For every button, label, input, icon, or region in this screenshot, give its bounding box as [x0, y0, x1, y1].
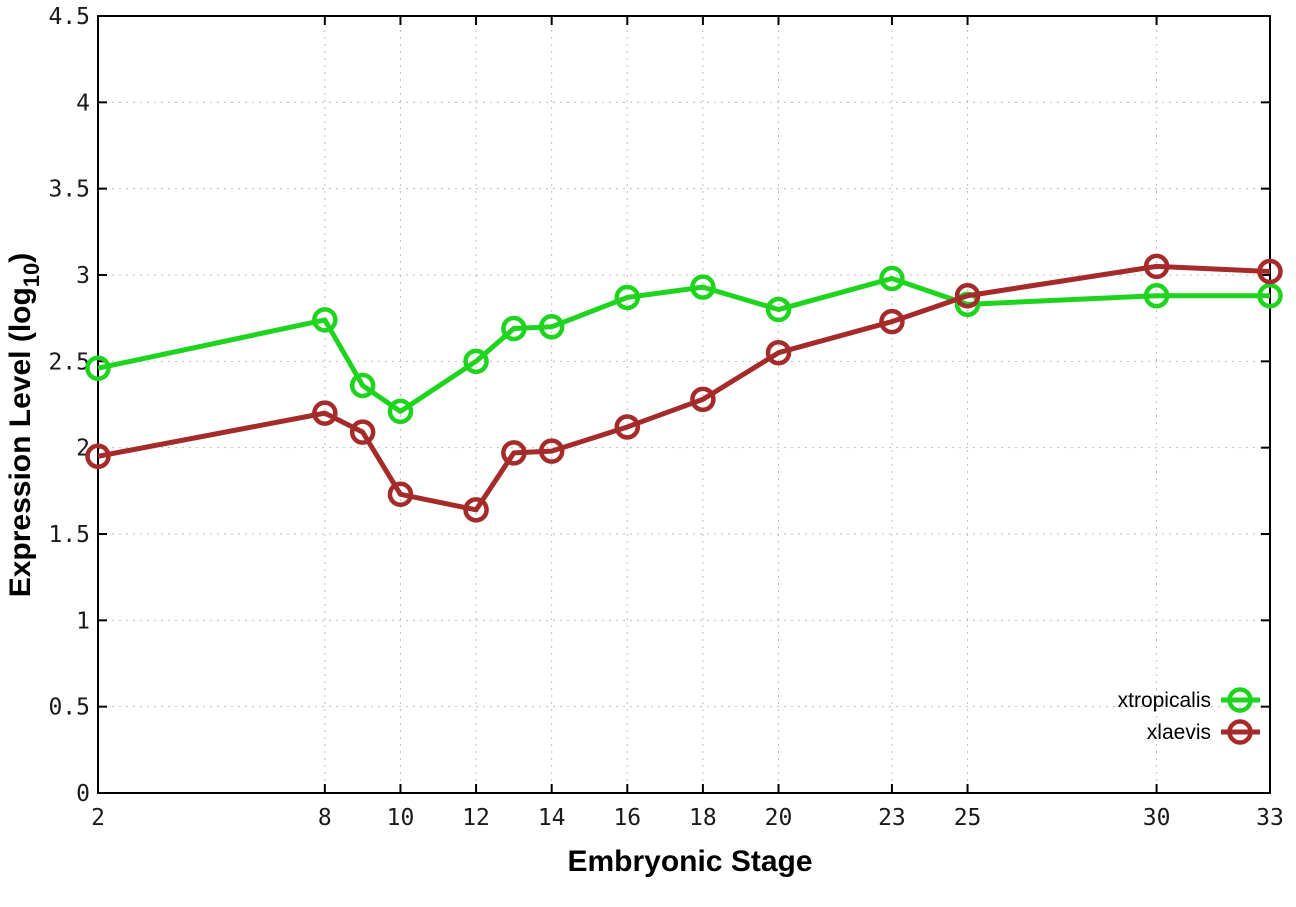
data-point-marker-xlaevis	[387, 481, 414, 508]
y-axis-title-subscript: 10	[19, 263, 44, 287]
data-point-marker-xlaevis	[85, 443, 111, 470]
y-tick-label: 3.5	[48, 177, 90, 203]
y-tick-label: 0.5	[48, 695, 90, 721]
data-point-marker-xtropicalis	[614, 284, 641, 311]
y-tick-label: 4.5	[48, 4, 90, 30]
data-point-marker-xtropicalis	[538, 314, 565, 340]
y-tick-label: 0	[76, 781, 90, 807]
legend-entry-xtropicalis: xtropicalis	[1118, 687, 1260, 713]
x-tick-label: 18	[689, 805, 717, 831]
data-point-marker-xlaevis	[614, 414, 641, 440]
x-tick-label: 16	[613, 805, 641, 831]
data-point-marker-xlaevis	[1257, 258, 1283, 285]
y-tick-label: 4	[76, 90, 90, 116]
x-tick-label: 25	[954, 805, 982, 831]
data-point-marker-xlaevis	[538, 438, 565, 464]
x-tick-label: 12	[462, 805, 490, 831]
series-line-xtropicalis	[97, 275, 1270, 414]
data-point-marker-xtropicalis	[85, 355, 111, 381]
data-point-marker-xtropicalis	[312, 307, 338, 333]
legend-marker-circle	[1227, 719, 1253, 745]
data-point-marker-xlaevis	[879, 308, 905, 335]
data-point-marker-xlaevis	[1143, 253, 1170, 280]
series-xtropicalis	[85, 265, 1283, 425]
x-axis-title: Embryonic Stage	[567, 845, 812, 878]
data-point-marker-xlaevis	[690, 386, 716, 413]
data-point-marker-xtropicalis	[690, 274, 716, 300]
legend-label: xlaevis	[1147, 721, 1211, 744]
x-tick-label: 2	[91, 805, 105, 831]
x-tick-label: 23	[878, 805, 906, 831]
data-point-marker-xtropicalis	[1143, 282, 1170, 309]
data-point-marker-xtropicalis	[387, 398, 414, 425]
data-point-marker-xlaevis	[463, 497, 489, 523]
x-tick-label: 33	[1256, 805, 1284, 831]
data-point-marker-xtropicalis	[349, 372, 376, 399]
y-axis-title: Expression Level (log10)	[4, 253, 44, 598]
data-point-marker-xtropicalis	[879, 265, 905, 292]
plot-border	[97, 15, 1271, 794]
y-axis-title-post: )	[4, 253, 37, 263]
x-tick-label: 10	[387, 805, 415, 831]
data-point-marker-xtropicalis	[463, 348, 489, 375]
legend-entry-xlaevis: xlaevis	[1147, 719, 1260, 745]
y-tick-label: 3	[76, 263, 90, 289]
series-xlaevis	[85, 253, 1283, 523]
data-point-marker-xlaevis	[312, 400, 338, 426]
data-point-marker-xlaevis	[765, 339, 792, 366]
y-tick-label: 1	[76, 608, 90, 634]
data-point-marker-xlaevis	[349, 419, 376, 445]
y-tick-label: 1.5	[48, 522, 90, 548]
data-point-marker-xtropicalis	[765, 296, 792, 323]
legend: xtropicalis xlaevis	[1118, 687, 1260, 745]
x-tick-label: 30	[1143, 805, 1171, 831]
series-line-xlaevis	[97, 263, 1271, 513]
data-point-marker-xtropicalis	[501, 315, 527, 342]
legend-marker-circle	[1227, 687, 1253, 713]
y-axis-title-pre: Expression Level (log	[4, 287, 37, 597]
data-point-marker-xlaevis	[954, 282, 981, 309]
data-point-marker-xtropicalis	[1257, 282, 1283, 309]
legend-label: xtropicalis	[1118, 689, 1211, 712]
data-point-marker-xlaevis	[501, 440, 527, 466]
x-tick-label: 20	[765, 805, 793, 831]
x-tick-label: 14	[538, 805, 566, 831]
y-tick-label: 2.5	[48, 349, 90, 375]
x-tick-label: 8	[318, 805, 332, 831]
